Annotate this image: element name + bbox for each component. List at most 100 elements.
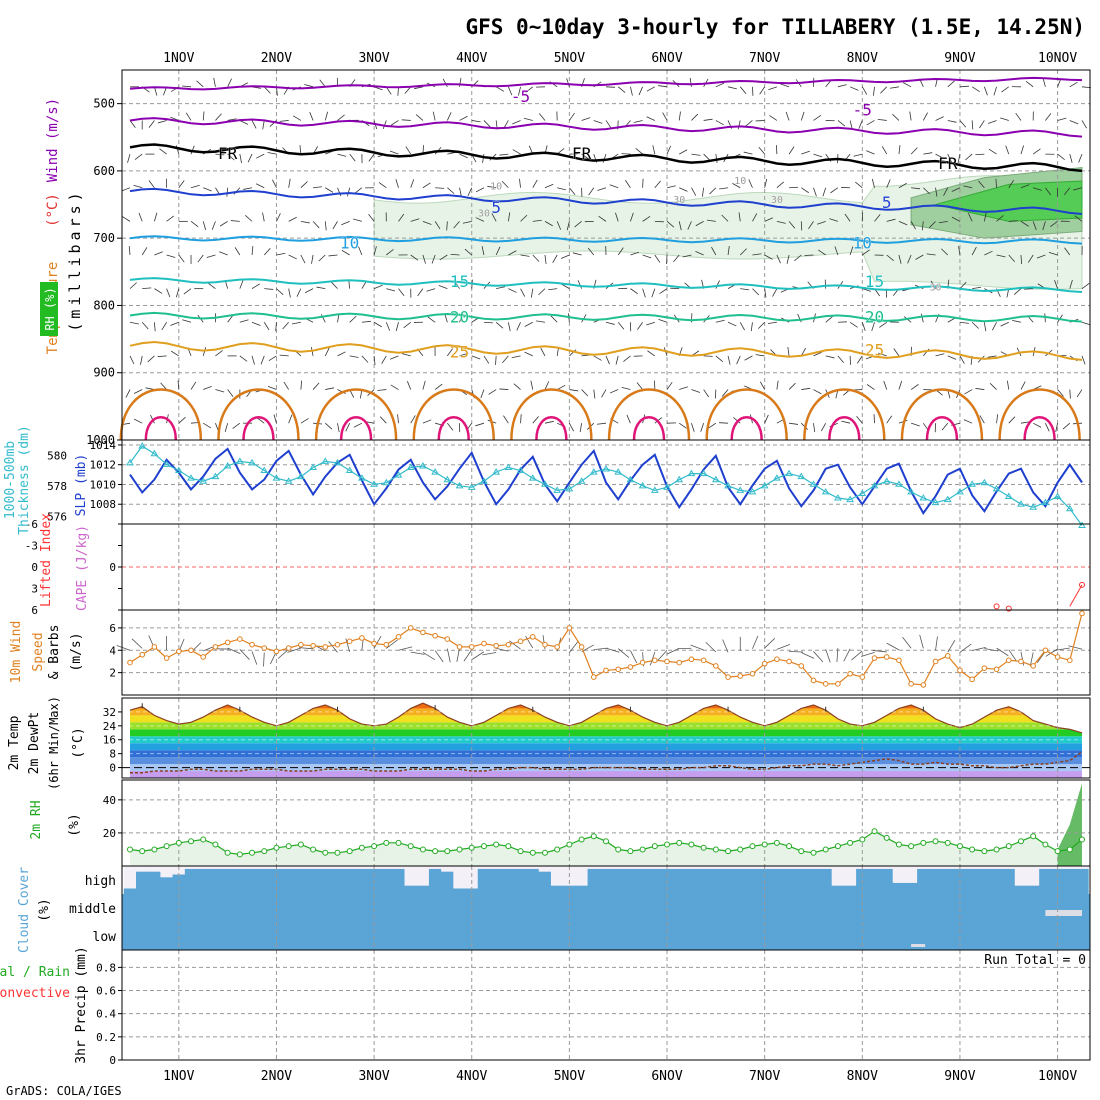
wind-barb bbox=[508, 288, 517, 293]
cloud-high-bar bbox=[599, 868, 613, 894]
wind-barb bbox=[958, 246, 961, 256]
wind-barb bbox=[601, 389, 607, 398]
cloud-high-bar bbox=[929, 868, 943, 894]
wind-barb bbox=[401, 119, 411, 121]
cloud-high-bar bbox=[673, 868, 686, 894]
cloud-high-bar bbox=[184, 868, 198, 894]
wind-barb bbox=[721, 389, 729, 397]
wind-barb bbox=[226, 187, 229, 197]
isotherm-label: 10 bbox=[734, 176, 746, 187]
wind-barb bbox=[495, 321, 504, 329]
wind-barb bbox=[438, 285, 448, 290]
thickness-marker bbox=[602, 465, 610, 472]
wind-barb bbox=[727, 246, 730, 256]
rh2m-point bbox=[1030, 833, 1037, 840]
wind-barb bbox=[141, 322, 149, 330]
cloud-high-gap bbox=[599, 866, 613, 869]
upper-air-panel: -5 -5 FR FR FR 5 5 10 10 15 15 20 20 25 25 30 30 30 10 30 10… bbox=[86, 69, 1091, 447]
rh2m-point bbox=[1066, 846, 1073, 853]
cloud-high-gap bbox=[416, 866, 430, 886]
wind-barb bbox=[983, 86, 988, 96]
wind-barb bbox=[133, 184, 143, 189]
cloud-high-gap bbox=[331, 866, 345, 869]
wind-barb bbox=[745, 120, 753, 127]
wind-barb bbox=[524, 351, 533, 357]
wind10-point bbox=[957, 667, 963, 674]
thickness-marker bbox=[870, 481, 879, 489]
prec-frame bbox=[121, 949, 1091, 1061]
wind-barb bbox=[1069, 81, 1078, 88]
wind-barb bbox=[987, 120, 997, 124]
wind-barb bbox=[659, 288, 668, 295]
top-day-9NOV: 9NOV bbox=[944, 51, 975, 66]
temp-tick-label: 8 bbox=[109, 748, 116, 761]
wind-barb bbox=[971, 120, 974, 130]
wind-barb bbox=[593, 389, 596, 399]
wind-barb bbox=[279, 354, 289, 357]
cloud-low-gap bbox=[911, 944, 926, 947]
wind-barb bbox=[496, 286, 506, 290]
rh2m-point bbox=[200, 836, 207, 843]
wind-barb bbox=[871, 322, 875, 331]
wind-barb bbox=[951, 187, 961, 192]
wind-barb bbox=[349, 153, 356, 162]
cloud-high-gap bbox=[685, 866, 699, 869]
wind-barb bbox=[328, 254, 338, 257]
wind10-barb bbox=[277, 649, 289, 659]
wind-barb bbox=[975, 388, 985, 390]
wind10-barb bbox=[947, 639, 956, 653]
thickness-marker bbox=[260, 466, 269, 474]
wind10-barb bbox=[972, 646, 986, 651]
wind-barb bbox=[442, 78, 448, 88]
wind-barb bbox=[251, 283, 260, 289]
stab-tick-label: 3 bbox=[31, 583, 38, 596]
wind-barb bbox=[883, 380, 888, 390]
wind-barb bbox=[1081, 120, 1087, 129]
wind-barb bbox=[332, 221, 338, 230]
wind-barb bbox=[185, 112, 192, 121]
wind10-axis-labels: 10m Wind Speed & Barbs (m/s) bbox=[9, 621, 84, 684]
wind-barb bbox=[166, 254, 176, 258]
wind-barb bbox=[642, 215, 651, 222]
thickness-marker bbox=[174, 466, 183, 474]
wind-barb bbox=[410, 218, 420, 222]
wind-barb bbox=[849, 86, 859, 91]
chart-title: GFS 0~10day 3-hourly for TILLABERY (1.5E… bbox=[465, 15, 1085, 39]
thickness-marker bbox=[272, 474, 281, 481]
cloud-high-bar bbox=[624, 868, 638, 894]
wind-barb bbox=[175, 288, 180, 298]
wind-barb bbox=[679, 422, 687, 429]
cloud-high-gap bbox=[880, 866, 894, 869]
wind10-point bbox=[603, 667, 609, 674]
wind-barb bbox=[203, 385, 212, 390]
wind-barb bbox=[483, 120, 491, 128]
wind-barb bbox=[1081, 355, 1086, 365]
wind-barb bbox=[898, 254, 902, 264]
rh2m-high-fill bbox=[1057, 783, 1082, 866]
cloud-high-bar bbox=[245, 868, 259, 894]
wind-barb bbox=[268, 355, 277, 362]
wind-barb bbox=[951, 216, 961, 222]
wind-barb bbox=[373, 321, 383, 328]
cloud-high-gap bbox=[172, 866, 186, 875]
top-day-6NOV: 6NOV bbox=[651, 51, 682, 66]
thickness-marker bbox=[1078, 521, 1086, 529]
wind10-point bbox=[212, 644, 219, 650]
rh2m-point bbox=[761, 841, 768, 848]
cloud-high-bar bbox=[148, 871, 162, 894]
wind-barb bbox=[898, 145, 901, 155]
thickness-marker bbox=[309, 463, 317, 470]
wind-barb bbox=[398, 213, 405, 222]
precip-panel: 0 0.2 0.4 0.6 0.8 bbox=[96, 949, 1091, 1067]
cloud-high-gap bbox=[709, 866, 723, 869]
wind-barb bbox=[349, 315, 357, 323]
cloud-high-gap bbox=[453, 866, 467, 889]
rh-scale-label: RH (%) bbox=[43, 287, 57, 330]
wind-barb bbox=[300, 254, 306, 264]
wind-barb bbox=[915, 254, 924, 260]
wind-barb bbox=[1020, 381, 1026, 390]
cloud-high-bar bbox=[612, 868, 625, 894]
wind-barb bbox=[313, 186, 323, 189]
wind-barb bbox=[855, 181, 863, 189]
wind-barb bbox=[190, 145, 195, 155]
